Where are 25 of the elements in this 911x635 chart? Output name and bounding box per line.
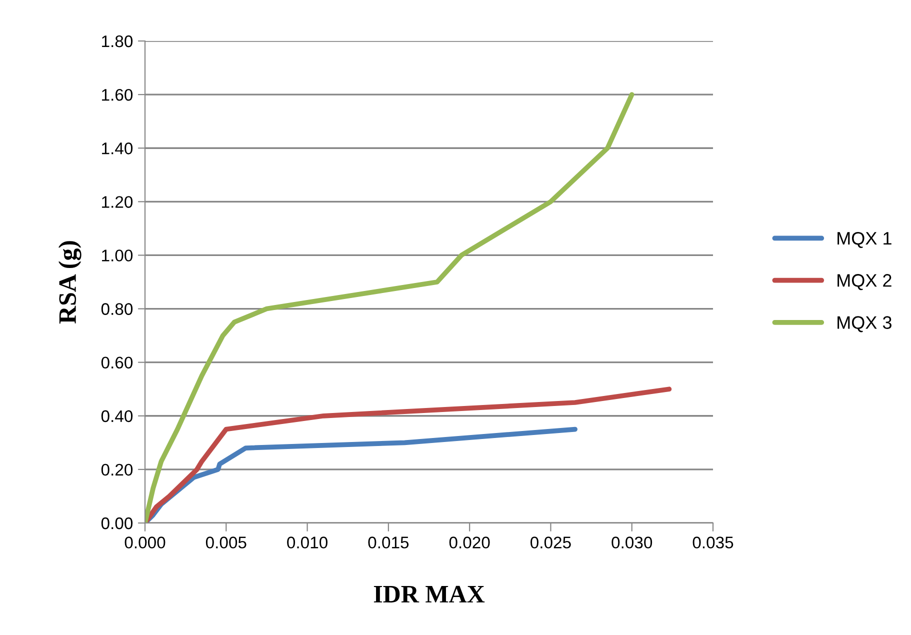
y-tick-label: 0.00 <box>101 517 133 530</box>
legend-label: MQX 3 <box>838 316 892 332</box>
x-tick-label: 0.010 <box>287 536 328 548</box>
x-tick-label: 0.030 <box>612 536 652 548</box>
x-tick-label: 0.005 <box>206 536 246 548</box>
x-tick-label: 0.015 <box>368 536 409 548</box>
x-tick-label: 0.025 <box>530 536 571 548</box>
y-tick-label: 0.80 <box>101 303 133 315</box>
x-tick-label: 0.020 <box>449 536 490 548</box>
y-axis-title: RSA (g) <box>58 241 82 324</box>
y-tick-label: 1.60 <box>102 88 133 101</box>
legend-label: MQX 1 <box>838 232 892 248</box>
y-tick-label: 1.80 <box>102 35 133 48</box>
x-tick-label: 0.000 <box>124 536 166 548</box>
y-tick-label: 1.20 <box>102 196 133 208</box>
line-series <box>145 92 634 523</box>
y-tick-label: 0.20 <box>101 464 133 476</box>
line-series <box>145 386 672 523</box>
y-tick-label: 1.00 <box>102 250 133 262</box>
y-tick-label: 1.40 <box>102 142 133 154</box>
y-tick-label: 0.60 <box>101 356 133 369</box>
x-axis-title: IDR MAX <box>374 586 485 602</box>
x-tick-label: 0.035 <box>692 536 734 548</box>
y-tick-label: 0.40 <box>101 410 133 422</box>
legend-label: MQX 2 <box>838 274 892 290</box>
